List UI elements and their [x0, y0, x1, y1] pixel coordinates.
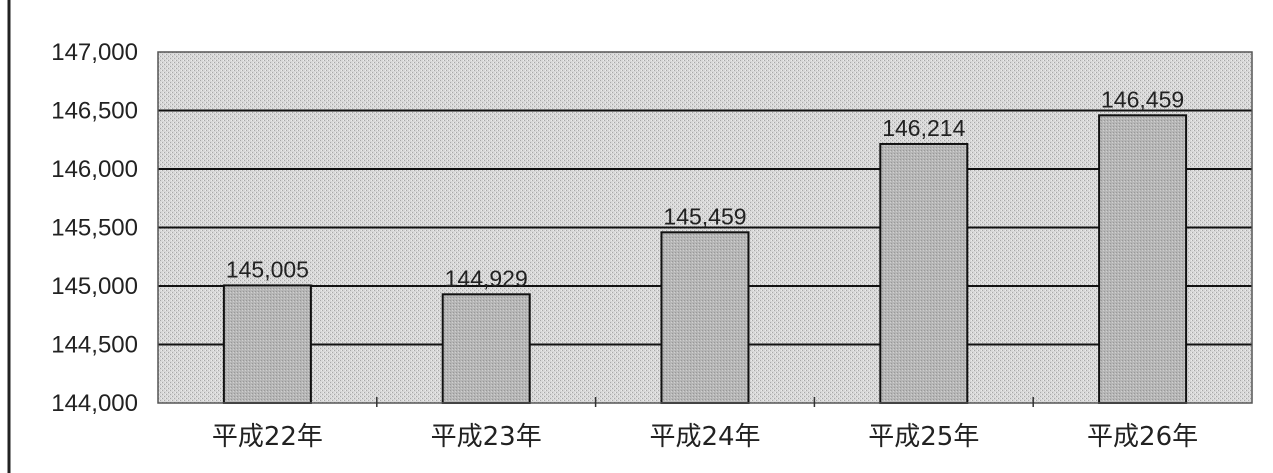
x-category-label: 平成23年: [431, 422, 542, 452]
bar-value-label: 144,929: [445, 265, 528, 291]
y-axis-labels: 144,000 144,500 145,000 145,500 146,000 …: [51, 39, 138, 417]
y-tick-label: 144,000: [51, 390, 138, 417]
bar: [879, 142, 969, 404]
y-tick-label: 145,500: [51, 215, 138, 242]
x-category-label: 平成22年: [212, 422, 323, 452]
y-tick-label: 146,500: [51, 98, 138, 125]
bar-value-label: 145,459: [663, 203, 746, 229]
data-labels: 145,005 144,929 145,459 146,214 146,459: [226, 86, 1184, 291]
x-axis-ticks: [376, 397, 1034, 407]
y-tick-label: 146,000: [51, 156, 138, 183]
y-tick-label: 145,000: [51, 273, 138, 300]
bar-value-label: 146,459: [1101, 86, 1184, 112]
x-category-label: 平成25年: [868, 422, 979, 452]
plot-frame: [157, 51, 1253, 404]
x-category-label: 平成24年: [649, 422, 760, 452]
y-tick-label: 147,000: [51, 39, 138, 66]
x-category-label: 平成26年: [1087, 422, 1198, 452]
bars: [222, 114, 1188, 405]
bar: [222, 284, 312, 405]
bar-value-label: 145,005: [226, 256, 309, 282]
bar: [660, 231, 750, 404]
bar: [1098, 114, 1188, 404]
bar-value-label: 146,214: [882, 115, 965, 141]
bar: [441, 293, 531, 405]
y-tick-label: 144,500: [51, 332, 138, 359]
x-axis-labels: 平成22年 平成23年 平成24年 平成25年 平成26年: [212, 422, 1198, 452]
